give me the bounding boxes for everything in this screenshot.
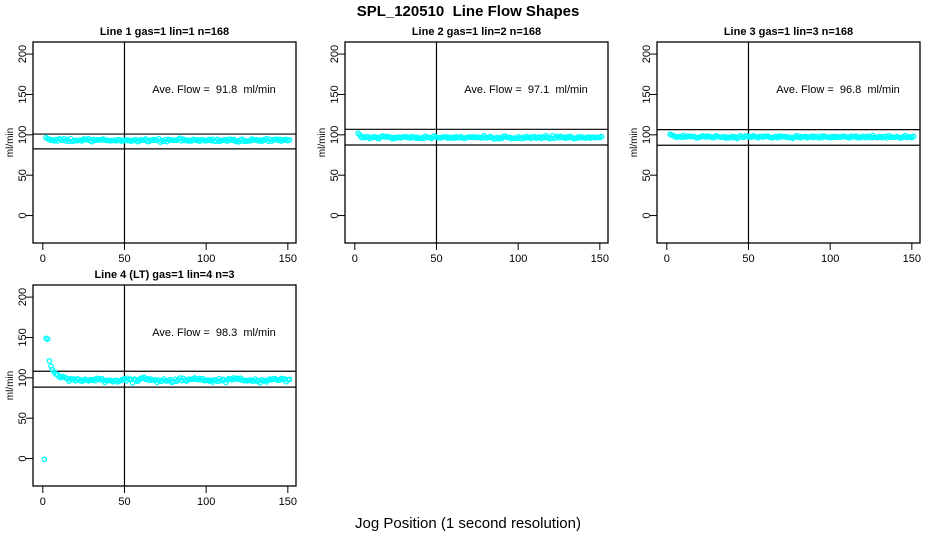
panel-3: Line 3 gas=1 lin=3 n=168 0 50 100 150 0 50 100… — [624, 22, 936, 272]
data-point — [46, 358, 53, 364]
panel-2: Line 2 gas=1 lin=2 n=168 0 50 100 150 0 50 100… — [312, 22, 624, 272]
y-tick-label: 200 — [641, 45, 653, 63]
y-tick-label: 50 — [329, 169, 341, 181]
y-tick-label: 150 — [329, 85, 341, 103]
y-tick-label: 100 — [17, 369, 29, 387]
data-point — [44, 336, 51, 342]
data-points — [667, 131, 917, 142]
data-points — [355, 130, 605, 142]
y-axis: 0 50 100 150 200 — [17, 288, 33, 462]
y-tick-label: 50 — [641, 169, 653, 181]
avg-flow-annotation: Ave. Flow = 97.1 ml/min — [464, 84, 588, 96]
y-tick-label: 150 — [17, 85, 29, 103]
y-tick-label: 100 — [641, 126, 653, 144]
plot-frame — [344, 41, 609, 244]
panel-title: Line 4 (LT) gas=1 lin=4 n=3 — [94, 269, 235, 281]
panel-1: Line 1 gas=1 lin=1 n=168 0 50 100 150 0 50 100… — [0, 22, 312, 272]
y-axis-title: ml/min — [5, 128, 16, 157]
y-tick-label: 200 — [17, 288, 29, 306]
x-tick-label: 100 — [509, 253, 527, 265]
x-tick-label: 0 — [40, 253, 46, 265]
y-axis: 0 50 100 150 200 — [329, 45, 345, 219]
x-tick-label: 100 — [821, 253, 839, 265]
x-tick-label: 150 — [591, 253, 609, 265]
x-tick-label: 50 — [742, 253, 754, 265]
x-tick-label: 50 — [118, 253, 130, 265]
plot-svg-line-2: 0 50 100 150 0 50 100 150 200 ml/min — [317, 41, 609, 265]
x-tick-label: 100 — [197, 496, 215, 508]
y-axis: 0 50 100 150 200 — [17, 45, 33, 219]
x-axis: 0 50 100 150 — [352, 243, 609, 265]
plot-frame — [32, 41, 297, 244]
data-point — [910, 133, 917, 140]
y-tick-label: 200 — [17, 45, 29, 63]
y-axis-title: ml/min — [5, 371, 16, 400]
x-tick-label: 0 — [40, 496, 46, 508]
x-tick-label: 50 — [118, 496, 130, 508]
y-tick-label: 200 — [329, 45, 341, 63]
x-tick-label: 0 — [664, 253, 670, 265]
data-point — [286, 376, 293, 383]
plot-svg-line-4: 0 50 100 150 0 50 100 150 200 ml/min — [5, 284, 297, 508]
y-tick-label: 50 — [17, 412, 29, 424]
data-points — [41, 335, 293, 463]
panel-title: Line 2 gas=1 lin=2 n=168 — [411, 26, 542, 38]
y-tick-label: 100 — [17, 126, 29, 144]
x-axis: 0 50 100 150 — [664, 243, 921, 265]
plot-svg-line-3: 0 50 100 150 0 50 100 150 200 ml/min — [629, 41, 921, 265]
data-points — [43, 134, 293, 145]
y-axis: 0 50 100 150 200 — [641, 45, 657, 219]
data-point — [41, 456, 48, 463]
x-tick-label: 50 — [430, 253, 442, 265]
y-tick-label: 0 — [17, 455, 29, 461]
y-tick-label: 0 — [17, 212, 29, 218]
main-title: SPL_120510 Line Flow Shapes — [356, 3, 580, 20]
x-tick-label: 150 — [279, 253, 297, 265]
x-axis: 0 50 100 150 — [40, 243, 297, 265]
panel-title: Line 3 gas=1 lin=3 n=168 — [723, 26, 854, 38]
avg-flow-annotation: Ave. Flow = 91.8 ml/min — [152, 84, 276, 96]
panel-4: Line 4 (LT) gas=1 lin=4 n=3 0 50 100 150 0 50… — [0, 265, 312, 515]
y-axis-title: ml/min — [317, 128, 328, 157]
plot-svg-line-1: 0 50 100 150 0 50 100 150 200 ml/min — [5, 41, 297, 265]
plot-frame — [32, 284, 297, 487]
plot-frame — [656, 41, 921, 244]
avg-flow-annotation: Ave. Flow = 98.3 ml/min — [152, 327, 276, 339]
x-axis: 0 50 100 150 — [40, 486, 297, 508]
y-tick-label: 150 — [641, 85, 653, 103]
x-tick-label: 0 — [352, 253, 358, 265]
data-point — [598, 133, 605, 140]
x-tick-label: 150 — [279, 496, 297, 508]
avg-flow-annotation: Ave. Flow = 96.8 ml/min — [776, 84, 900, 96]
y-tick-label: 50 — [17, 169, 29, 181]
y-axis-title: ml/min — [629, 128, 640, 157]
x-tick-label: 100 — [197, 253, 215, 265]
y-tick-label: 0 — [641, 212, 653, 218]
y-tick-label: 150 — [17, 328, 29, 346]
y-tick-label: 0 — [329, 212, 341, 218]
y-tick-label: 100 — [329, 126, 341, 144]
x-tick-label: 150 — [903, 253, 921, 265]
data-point — [286, 137, 293, 143]
panel-title: Line 1 gas=1 lin=1 n=168 — [99, 26, 230, 38]
x-axis-label: Jog Position (1 second resolution) — [355, 515, 581, 532]
